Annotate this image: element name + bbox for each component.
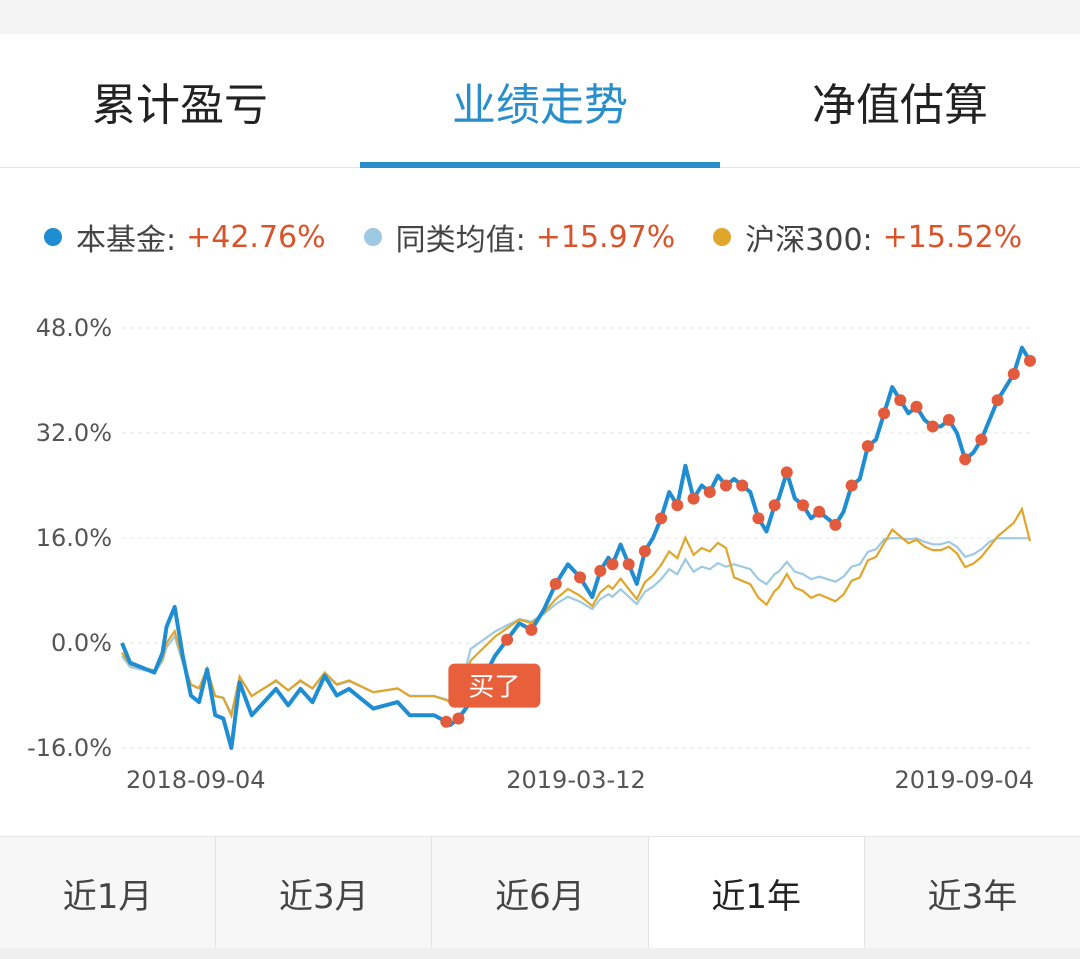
trade-marker — [622, 558, 635, 571]
y-tick-label: 16.0% — [36, 524, 112, 552]
trade-marker — [1024, 354, 1036, 367]
period-1-year[interactable]: 近1年 — [648, 837, 865, 949]
buy-annotation-bubble — [448, 663, 541, 708]
y-tick-label: 32.0% — [36, 419, 112, 447]
trade-marker — [991, 394, 1004, 407]
y-tick-label: 48.0% — [36, 314, 112, 342]
tab-cumulative-pnl[interactable]: 累计盈亏 — [92, 79, 268, 131]
trade-marker — [975, 433, 988, 446]
period-3-years[interactable]: 近3年 — [927, 876, 1018, 917]
tab-performance-trend[interactable]: 业绩走势 — [360, 34, 720, 168]
bottom-strip — [0, 948, 1080, 959]
trade-marker — [703, 486, 716, 499]
trade-marker — [525, 623, 538, 636]
legend-dot-peer-average — [363, 228, 382, 246]
trade-marker — [638, 545, 651, 558]
legend-item-peer-average: 同类均值: +15.97% — [363, 215, 676, 259]
legend-dot-fund — [44, 228, 62, 246]
legend-value-fund: +42.76% — [186, 219, 326, 255]
trade-marker — [861, 440, 874, 453]
trade-marker — [780, 466, 793, 479]
top-strip — [0, 0, 1080, 34]
trade-marker — [606, 558, 619, 571]
trade-marker — [501, 633, 514, 646]
legend-item-fund: 本基金: +42.76% — [44, 215, 326, 259]
y-tick-label: -16.0% — [27, 734, 112, 762]
period-3-months[interactable]: 近3月 — [216, 837, 433, 949]
chart-legend: 本基金: +42.76% 同类均值: +15.97% 沪深300: +15.52… — [44, 212, 1060, 262]
x-tick-label: 2019-09-04 — [895, 766, 1034, 794]
tab-bar: 累计盈亏 业绩走势 净值估算 — [0, 34, 1080, 168]
trade-marker — [452, 712, 465, 725]
trade-marker — [687, 492, 700, 505]
tab-nav-estimate[interactable]: 净值估算 — [812, 79, 988, 131]
trade-marker — [829, 518, 842, 531]
performance-chart[interactable]: 48.0% 32.0% 16.0% 0.0% -16.0% 2018-09-04 2019-… — [0, 290, 1080, 810]
trade-marker — [655, 512, 668, 525]
series-line-peer-average — [121, 537, 1030, 718]
buy-annotation-label: 买了 — [468, 673, 520, 703]
trade-marker — [845, 479, 858, 492]
period-6-months[interactable]: 近6月 — [432, 837, 649, 949]
trade-marker — [594, 564, 607, 577]
trade-marker — [736, 479, 749, 492]
trade-marker — [959, 453, 972, 466]
trade-marker — [549, 577, 562, 590]
trade-marker — [878, 407, 891, 420]
series-line-fund — [120, 345, 1032, 750]
legend-name-fund: 本基金: — [76, 223, 177, 258]
legend-item-csi300: 沪深300: +15.52% — [713, 215, 1022, 259]
trade-marker — [813, 505, 826, 518]
trade-marker — [768, 499, 781, 512]
trade-marker — [1007, 367, 1020, 380]
trade-marker — [910, 400, 923, 413]
x-tick-label: 2019-03-12 — [506, 766, 645, 794]
period-1-month[interactable]: 近1月 — [0, 837, 217, 949]
period-selector: 近1月 近3月 近6月 近1年 近3年 — [0, 836, 1080, 949]
trade-marker — [440, 715, 453, 728]
trade-marker — [574, 571, 587, 584]
legend-name-csi300: 沪深300: — [745, 223, 873, 258]
trade-marker — [894, 394, 907, 407]
trade-marker — [671, 499, 684, 512]
trade-marker — [942, 413, 955, 426]
series-line-csi300 — [121, 506, 1032, 720]
trade-marker — [719, 479, 732, 492]
x-tick-label: 2018-09-04 — [126, 766, 265, 794]
legend-value-peer-average: +15.97% — [535, 219, 676, 255]
trade-marker — [926, 420, 939, 433]
y-tick-label: 0.0% — [51, 629, 112, 657]
trade-marker — [752, 512, 765, 525]
legend-value-csi300: +15.52% — [882, 219, 1023, 255]
legend-name-peer-average: 同类均值: — [395, 223, 526, 258]
trade-marker — [797, 499, 809, 512]
legend-dot-csi300 — [713, 228, 732, 246]
